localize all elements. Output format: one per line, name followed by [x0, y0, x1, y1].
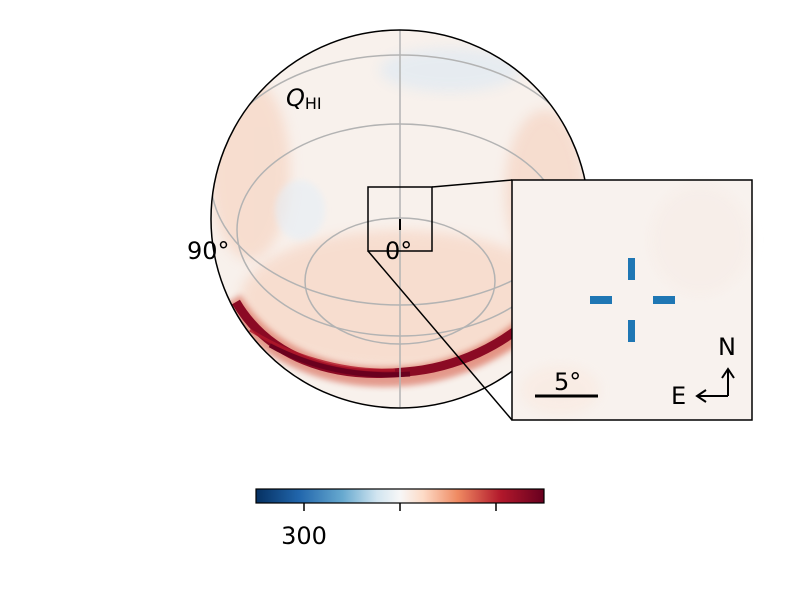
map-label: QHI [286, 84, 322, 113]
longitude-label-90: 90° [187, 237, 230, 265]
crosshair-left [590, 296, 612, 304]
inset-frame [511, 179, 753, 421]
connector-line-top [431, 179, 513, 188]
connector-line-bottom [367, 250, 513, 421]
compass-north-label: N [718, 333, 736, 361]
crosshair-bottom [628, 320, 635, 342]
colorbar-gradient [255, 488, 545, 504]
compass-arrows [695, 367, 735, 403]
zoom-region-box [367, 186, 433, 252]
compass-east-label: E [671, 382, 686, 410]
colorbar: 300 [255, 488, 545, 550]
compass: N E [671, 333, 736, 410]
target-crosshair [590, 258, 675, 342]
crosshair-top [628, 258, 635, 280]
scale-bar-label: 5° [554, 368, 581, 396]
inset-panel: 5° N E [511, 179, 753, 421]
crosshair-right [653, 296, 675, 304]
colorbar-tick-label: 300 [281, 522, 327, 550]
